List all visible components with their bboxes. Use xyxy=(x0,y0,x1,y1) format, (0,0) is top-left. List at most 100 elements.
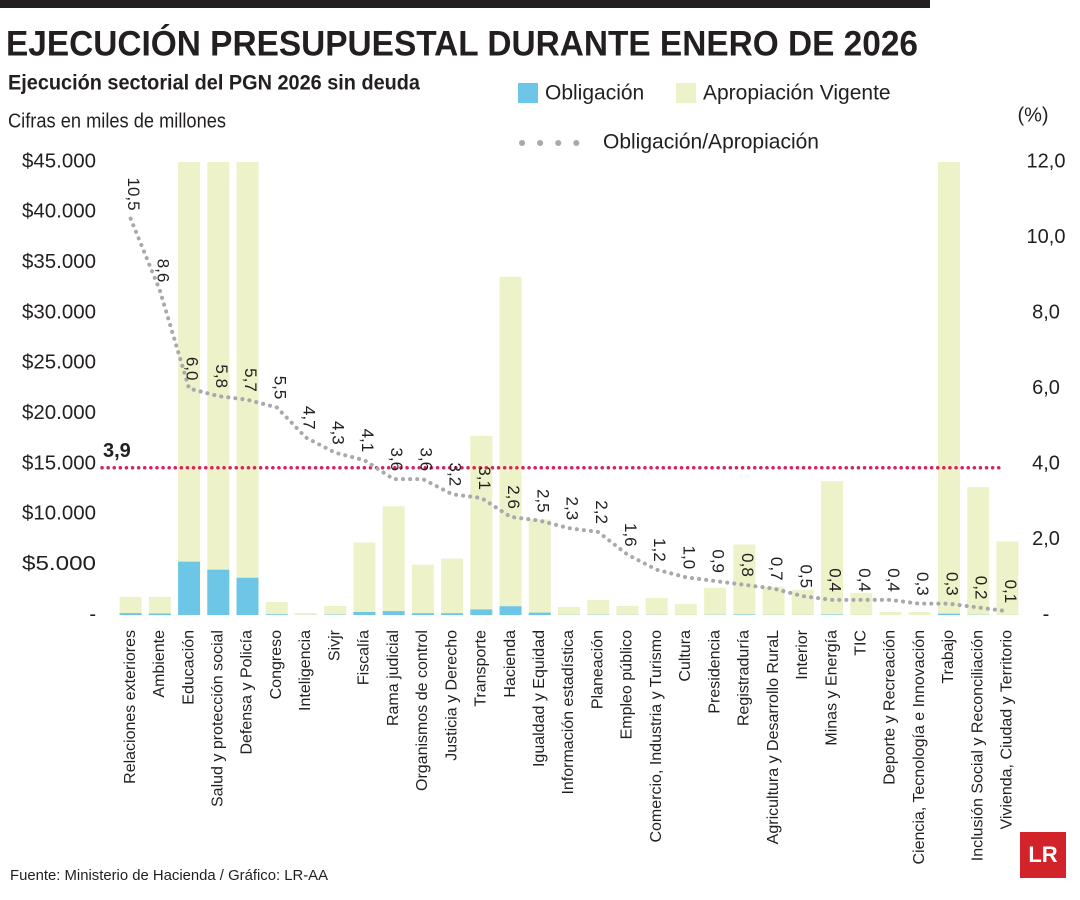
bar xyxy=(499,276,522,615)
logo: LR xyxy=(1028,842,1057,867)
x-tick-label: Hacienda xyxy=(502,630,519,698)
bar xyxy=(470,435,493,615)
x-tick-label: Igualdad y Equidad xyxy=(531,630,548,767)
x-tick-label: Justicia y Derecho xyxy=(443,630,460,761)
y2-tick-label: - xyxy=(1043,603,1050,625)
x-tick-label: Salud y protección social xyxy=(210,630,227,807)
bar xyxy=(908,611,931,615)
data-label: 2,5 xyxy=(533,489,552,513)
data-label: 2,2 xyxy=(592,500,611,524)
bar xyxy=(207,162,230,615)
data-label: 5,7 xyxy=(241,368,260,392)
bar xyxy=(236,162,259,615)
y2-tick-label: 10,0 xyxy=(1027,226,1066,248)
x-tick-label: Planeación xyxy=(589,630,606,709)
y2-axis-label: (%) xyxy=(1017,104,1048,126)
y-tick-label: $35.000 xyxy=(22,251,96,273)
bar xyxy=(265,614,288,615)
y-tick-label: $15.000 xyxy=(22,452,96,474)
data-label: 0,3 xyxy=(942,572,961,596)
chart-subtitle: Ejecución sectorial del PGN 2026 sin deu… xyxy=(8,72,420,95)
x-tick-label: Minas y Energía xyxy=(823,630,840,746)
data-label: 4,7 xyxy=(299,406,318,430)
source: Fuente: Ministerio de Hacienda / Gráfico… xyxy=(10,867,328,884)
bar xyxy=(294,612,317,615)
x-tick-label: Defensa y Policía xyxy=(239,630,256,755)
x-tick-label: Transporte xyxy=(473,630,490,707)
bar xyxy=(791,589,814,615)
data-label: 0,5 xyxy=(796,564,815,588)
bar xyxy=(207,569,230,615)
bar xyxy=(704,587,727,615)
bar xyxy=(762,586,785,615)
data-label: 0,9 xyxy=(709,549,728,573)
x-tick-label: Deporte y Recreación xyxy=(882,630,899,785)
y-tick-label: $10.000 xyxy=(22,503,96,525)
bar xyxy=(937,613,960,615)
bar xyxy=(733,544,756,615)
data-label: 0,7 xyxy=(767,557,786,581)
bar xyxy=(616,605,639,615)
bar xyxy=(879,611,902,615)
x-tick-label: Registraduría xyxy=(736,630,753,726)
bar xyxy=(528,612,551,615)
bar xyxy=(587,599,610,615)
bar xyxy=(937,162,960,615)
data-label: 8,6 xyxy=(153,259,172,283)
x-tick-label: Congreso xyxy=(268,630,285,699)
bar xyxy=(645,597,668,615)
x-tick-label: Cultura xyxy=(677,630,694,682)
bar xyxy=(353,542,376,615)
bar xyxy=(411,613,434,615)
x-tick-label: Inclusión Social y Reconciliación xyxy=(969,630,986,861)
y2-tick-label: 8,0 xyxy=(1032,301,1060,323)
y-tick-label: - xyxy=(89,603,96,625)
data-label: 0,4 xyxy=(855,568,874,592)
x-tick-label: Vivienda, Ciudad y Territorio xyxy=(999,630,1016,830)
x-tick-label: Agricultura y Desarrollo RuraL xyxy=(765,630,782,844)
legend-swatch xyxy=(676,83,696,103)
legend-label: Obligación xyxy=(545,82,644,105)
x-tick-label: Ciencia, Tecnología e Innovación xyxy=(911,630,928,865)
bar xyxy=(178,561,201,615)
bar xyxy=(265,601,288,615)
data-label: 4,3 xyxy=(329,421,348,445)
x-tick-label: Educación xyxy=(180,630,197,705)
data-label: 0,3 xyxy=(913,572,932,596)
x-tick-label: Comercio, Industria y Turismo xyxy=(648,630,665,843)
x-tick-label: Rama judicial xyxy=(385,630,402,726)
y-tick-label: $5.000 xyxy=(22,553,96,575)
bar xyxy=(236,577,259,615)
legend-label: Apropiación Vigente xyxy=(703,82,891,105)
bar xyxy=(119,596,142,615)
bar xyxy=(821,481,844,615)
y-tick-label: $30.000 xyxy=(22,301,96,323)
bar xyxy=(148,613,171,615)
data-label: 1,0 xyxy=(679,546,698,570)
x-tick-label: Inteligencia xyxy=(297,630,314,711)
bar xyxy=(996,541,1019,615)
data-label: 3,6 xyxy=(416,447,435,471)
chart-title: EJECUCIÓN PRESUPUESTAL DURANTE ENERO DE … xyxy=(6,23,918,63)
x-tick-label: Fiscalía xyxy=(356,630,373,685)
data-label: 3,1 xyxy=(475,466,494,490)
x-tick-label: Sivjr xyxy=(326,629,343,661)
data-label: 1,2 xyxy=(650,538,669,562)
x-tick-label: Presidencia xyxy=(706,630,723,714)
bar xyxy=(470,609,493,615)
y-tick-label: $45.000 xyxy=(22,150,96,172)
y2-tick-label: 6,0 xyxy=(1032,377,1060,399)
y-tick-label: $40.000 xyxy=(22,201,96,223)
reference-label: 3,9 xyxy=(103,440,131,462)
x-tick-label: Empleo público xyxy=(619,630,636,740)
x-tick-label: Relaciones exteriores xyxy=(122,630,139,784)
x-tick-label: Organismos de control xyxy=(414,630,431,791)
legend-label: Obligación/Apropiación xyxy=(603,131,819,154)
y-tick-label: $20.000 xyxy=(22,402,96,424)
bar xyxy=(353,611,376,615)
bar xyxy=(850,592,873,615)
bar xyxy=(324,605,347,615)
data-label: 5,8 xyxy=(212,364,231,388)
data-label: 5,5 xyxy=(270,376,289,400)
